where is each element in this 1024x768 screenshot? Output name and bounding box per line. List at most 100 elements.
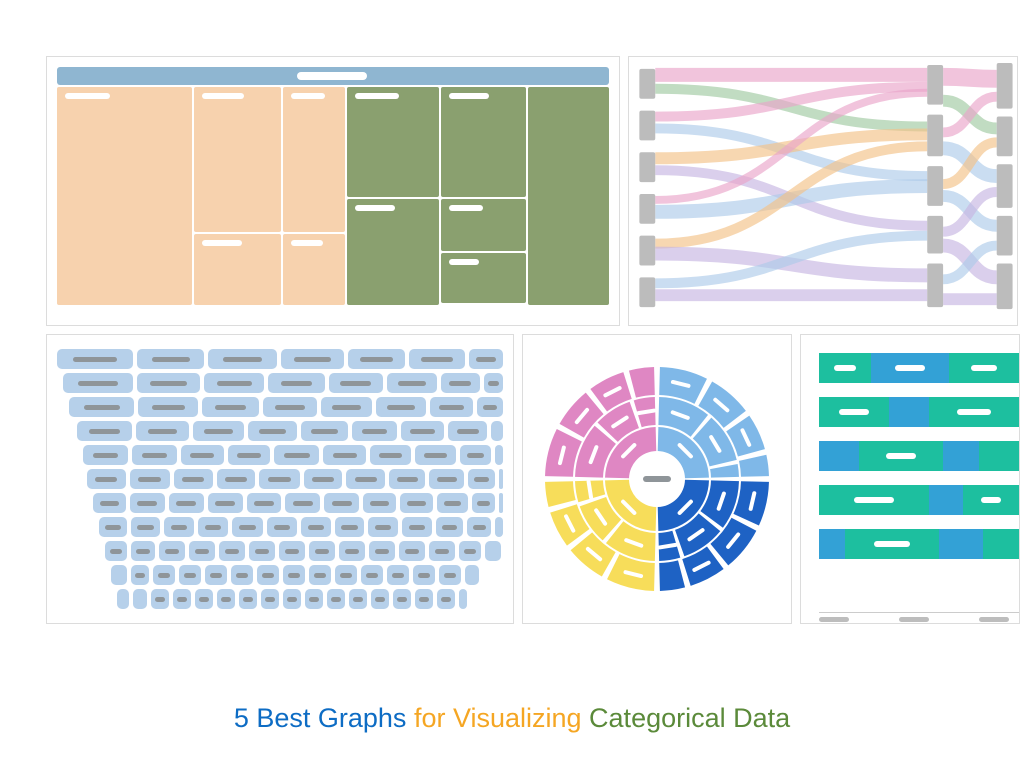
brick-cell [429, 541, 455, 561]
bricks-panel [46, 334, 514, 624]
sankey-node [997, 63, 1013, 109]
brick-cell [348, 349, 405, 369]
stacked-bar-row [819, 485, 1019, 515]
treemap-panel [46, 56, 620, 326]
treemap-header [57, 67, 609, 85]
brick-cell [335, 517, 365, 537]
sankey-node [997, 263, 1013, 309]
brick-cell [369, 541, 395, 561]
brick-cell [321, 397, 373, 417]
brick-cell [309, 565, 331, 585]
stacked-bar-segment [819, 485, 929, 515]
brick-cell [400, 493, 433, 513]
brick-cell [469, 349, 503, 369]
brick-cell [335, 565, 357, 585]
brick-cell [399, 541, 425, 561]
brick-cell [93, 493, 126, 513]
stacked-bar-segment [845, 529, 939, 559]
treemap-cell [441, 87, 527, 197]
brick-cell [499, 493, 503, 513]
brick-cell [133, 589, 147, 609]
brick-cell [468, 469, 495, 489]
brick-cell [370, 445, 411, 465]
treemap-cell [347, 87, 439, 197]
brick-cell [329, 373, 383, 393]
brick-cell [131, 541, 155, 561]
sankey-node [997, 216, 1013, 256]
brick-cell [415, 589, 433, 609]
sankey-node [997, 117, 1013, 157]
brick-cell [484, 373, 503, 393]
brick-cell [459, 589, 467, 609]
brick-cell [195, 589, 213, 609]
brick-cell [363, 493, 396, 513]
brick-cell [131, 517, 161, 537]
brick-cell [257, 565, 279, 585]
brick-cell [57, 349, 133, 369]
sankey-flow [943, 77, 997, 79]
stacked-bar-segment [819, 397, 889, 427]
brick-cell [208, 493, 243, 513]
brick-cell [99, 517, 127, 537]
stacked-bar-segment [819, 529, 845, 559]
brick-cell [339, 541, 365, 561]
brick-cell [130, 469, 171, 489]
brick-cell [283, 565, 305, 585]
brick-cell [285, 493, 320, 513]
page-title: 5 Best Graphs for Visualizing Categorica… [0, 703, 1024, 734]
sunburst-slice [739, 455, 769, 477]
brick-cell [179, 565, 201, 585]
brick-cell [301, 517, 331, 537]
treemap-header-label [297, 72, 367, 80]
treemap-cell [528, 87, 609, 305]
brick-cell [352, 421, 397, 441]
stacked-bar-row [819, 529, 1019, 559]
stacked-bar-segment [819, 353, 871, 383]
treemap-body [57, 87, 609, 305]
brick-cell [279, 541, 305, 561]
brick-cell [217, 589, 235, 609]
axis-tick [979, 617, 1009, 622]
brick-cell [495, 517, 503, 537]
brick-cell [274, 445, 319, 465]
sunburst-svg [537, 359, 777, 599]
brick-cell [138, 397, 197, 417]
stacked-bar-segment [943, 441, 979, 471]
brick-cell [301, 421, 348, 441]
treemap-cell [283, 234, 345, 305]
brick-cell [429, 469, 464, 489]
brick-cell [247, 493, 282, 513]
sankey-node [639, 236, 655, 266]
brick-cell [393, 589, 411, 609]
brick-cell [248, 421, 297, 441]
treemap-cell [441, 253, 527, 303]
brick-cell [467, 517, 491, 537]
brick-cell [151, 589, 169, 609]
brick-cell [305, 589, 323, 609]
stacked-bar-segment [979, 441, 1019, 471]
brick-cell [371, 589, 389, 609]
stacked-bar-row [819, 353, 1019, 383]
brick-cell [219, 541, 245, 561]
brick-cell [153, 565, 175, 585]
brick-cell [401, 421, 444, 441]
brick-cell [231, 565, 253, 585]
stacked-bar-segment [939, 529, 983, 559]
brick-cell [465, 565, 479, 585]
sankey-svg [629, 57, 1017, 325]
treemap-cell [57, 87, 192, 305]
brick-cell [324, 493, 359, 513]
brick-cell [409, 349, 464, 369]
brick-cell [376, 397, 426, 417]
brick-cell [259, 469, 300, 489]
brick-cell [239, 589, 257, 609]
brick-cell [137, 349, 204, 369]
stacked-bar-segment [859, 441, 943, 471]
treemap-cell [194, 87, 282, 232]
treemap-cell [347, 199, 439, 305]
brick-cell [413, 565, 435, 585]
brick-cell [346, 469, 385, 489]
brick-cell [136, 421, 189, 441]
sankey-panel [628, 56, 1018, 326]
sankey-node [639, 277, 655, 307]
